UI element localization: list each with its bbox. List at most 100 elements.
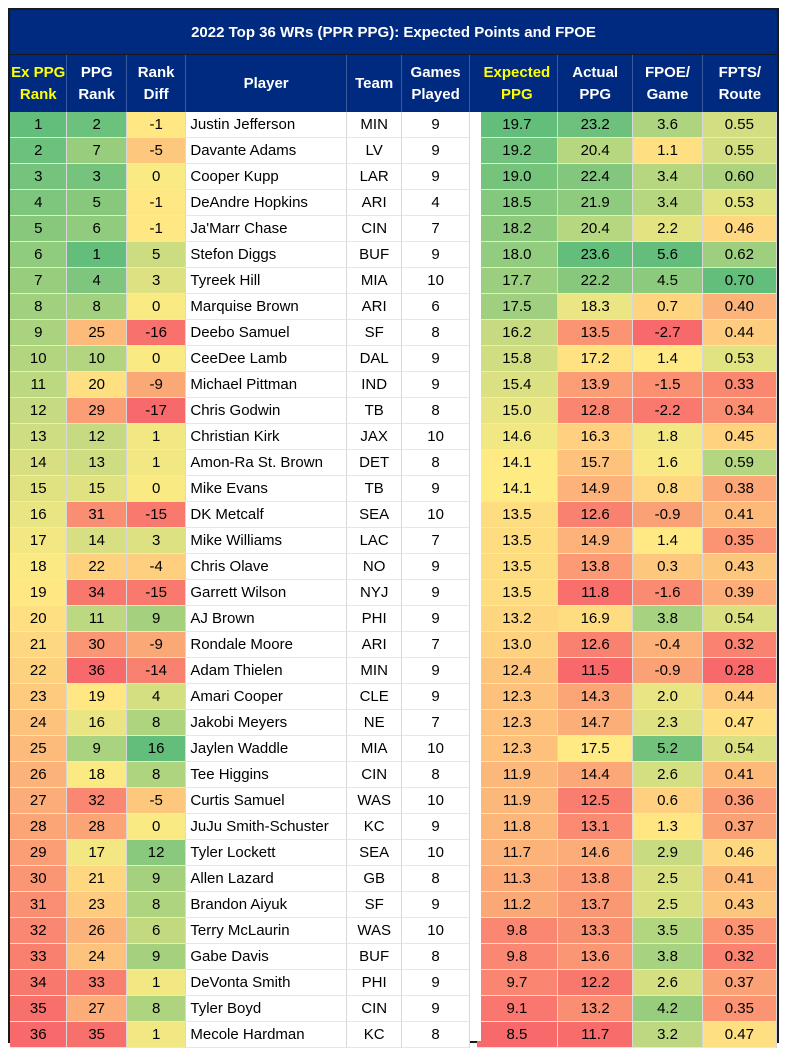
cell-actual-ppg: 11.5 [558,658,634,684]
cell-rank-diff: 1 [126,970,187,996]
cell-rank-diff: -9 [126,372,187,398]
column-separator [474,112,481,1041]
cell-fpoe-game: 2.5 [633,892,703,918]
header-ex-ppg-rank: Ex PPG Rank [10,55,68,112]
cell-expected-ppg: 11.9 [476,788,559,814]
table-row: 2 7 -5 Davante Adams LV 9 19.2 20.4 1.1 0.55 [10,138,777,164]
cell-team: LAC [346,528,403,554]
cell-actual-ppg: 11.7 [558,1022,634,1048]
cell-fpoe-game: -0.9 [633,502,703,528]
cell-actual-ppg: 23.6 [558,242,634,268]
cell-team: CIN [346,762,403,788]
cell-ex-ppg-rank: 20 [10,606,68,632]
cell-ppg-rank: 8 [67,294,127,320]
cell-ppg-rank: 16 [67,710,127,736]
cell-actual-ppg: 13.5 [558,320,634,346]
cell-expected-ppg: 8.5 [476,1022,559,1048]
cell-ex-ppg-rank: 18 [10,554,68,580]
cell-ppg-rank: 20 [67,372,127,398]
cell-ex-ppg-rank: 36 [10,1022,68,1048]
cell-actual-ppg: 13.3 [558,918,634,944]
cell-player: Terry McLaurin [186,918,347,944]
cell-rank-diff: 16 [126,736,187,762]
cell-player: Tee Higgins [186,762,347,788]
cell-fpoe-game: -0.4 [633,632,703,658]
cell-fpts-route: 0.35 [702,918,777,944]
cell-ex-ppg-rank: 28 [10,814,68,840]
cell-ppg-rank: 23 [67,892,127,918]
table-row: 16 31 -15 DK Metcalf SEA 10 13.5 12.6 -0.9 0.41 [10,502,777,528]
cell-team: JAX [346,424,403,450]
cell-player: Marquise Brown [186,294,347,320]
cell-expected-ppg: 13.5 [476,580,559,606]
cell-rank-diff: 8 [126,762,187,788]
cell-fpts-route: 0.35 [702,996,777,1022]
cell-actual-ppg: 21.9 [558,190,634,216]
cell-actual-ppg: 12.6 [558,632,634,658]
cell-expected-ppg: 18.2 [476,216,559,242]
cell-rank-diff: 9 [126,606,187,632]
cell-fpoe-game: 4.5 [633,268,703,294]
cell-actual-ppg: 13.8 [558,866,634,892]
table-row: 22 36 -14 Adam Thielen MIN 9 12.4 11.5 -0.9 0.28 [10,658,777,684]
cell-player: Gabe Davis [186,944,347,970]
cell-fpts-route: 0.54 [702,736,777,762]
table-row: 34 33 1 DeVonta Smith PHI 9 9.7 12.2 2.6 0.37 [10,970,777,996]
cell-fpoe-game: 1.4 [633,528,703,554]
cell-fpts-route: 0.36 [702,788,777,814]
cell-fpoe-game: 0.6 [633,788,703,814]
cell-team: MIN [346,658,403,684]
cell-games-played: 8 [402,762,470,788]
cell-fpoe-game: -1.5 [633,372,703,398]
cell-games-played: 4 [402,190,470,216]
table-title: 2022 Top 36 WRs (PPR PPG): Expected Poin… [10,10,777,55]
cell-rank-diff: 6 [126,918,187,944]
cell-fpoe-game: 5.6 [633,242,703,268]
cell-expected-ppg: 9.8 [476,944,559,970]
cell-player: JuJu Smith-Schuster [186,814,347,840]
table-row: 14 13 1 Amon-Ra St. Brown DET 8 14.1 15.7 1.6 0.5… [10,450,777,476]
cell-fpts-route: 0.41 [702,866,777,892]
cell-fpoe-game: 1.6 [633,450,703,476]
cell-rank-diff: 0 [126,164,187,190]
cell-actual-ppg: 12.5 [558,788,634,814]
cell-games-played: 8 [402,450,470,476]
cell-games-played: 9 [402,970,470,996]
cell-ex-ppg-rank: 29 [10,840,68,866]
cell-team: NO [346,554,403,580]
cell-games-played: 7 [402,528,470,554]
header-actual-ppg: Actual PPG [558,55,634,112]
cell-actual-ppg: 12.6 [558,502,634,528]
cell-team: PHI [346,606,403,632]
table-row: 3 3 0 Cooper Kupp LAR 9 19.0 22.4 3.4 0.60 [10,164,777,190]
table-row: 4 5 -1 DeAndre Hopkins ARI 4 18.5 21.9 3.4 0.53 [10,190,777,216]
cell-expected-ppg: 9.7 [476,970,559,996]
table-row: 23 19 4 Amari Cooper CLE 9 12.3 14.3 2.0 0.44 [10,684,777,710]
cell-player: Chris Olave [186,554,347,580]
cell-ex-ppg-rank: 9 [10,320,68,346]
cell-player: CeeDee Lamb [186,346,347,372]
cell-ppg-rank: 30 [67,632,127,658]
cell-team: KC [346,1022,403,1048]
cell-fpts-route: 0.33 [702,372,777,398]
cell-ex-ppg-rank: 17 [10,528,68,554]
cell-games-played: 8 [402,320,470,346]
cell-ppg-rank: 9 [67,736,127,762]
cell-rank-diff: 5 [126,242,187,268]
table-frame: 2022 Top 36 WRs (PPR PPG): Expected Poin… [8,8,779,1048]
cell-fpoe-game: 0.8 [633,476,703,502]
table-row: 28 28 0 JuJu Smith-Schuster KC 9 11.8 13.1 1.3 0.… [10,814,777,840]
cell-ppg-rank: 24 [67,944,127,970]
table-row: 25 9 16 Jaylen Waddle MIA 10 12.3 17.5 5.2 0.54 [10,736,777,762]
cell-expected-ppg: 16.2 [476,320,559,346]
cell-team: LAR [346,164,403,190]
cell-fpts-route: 0.46 [702,840,777,866]
header-games-played: Games Played [402,55,470,112]
cell-ex-ppg-rank: 34 [10,970,68,996]
cell-games-played: 10 [402,268,470,294]
cell-games-played: 9 [402,346,470,372]
cell-fpoe-game: -2.2 [633,398,703,424]
cell-expected-ppg: 11.8 [476,814,559,840]
cell-fpts-route: 0.38 [702,476,777,502]
cell-ex-ppg-rank: 16 [10,502,68,528]
